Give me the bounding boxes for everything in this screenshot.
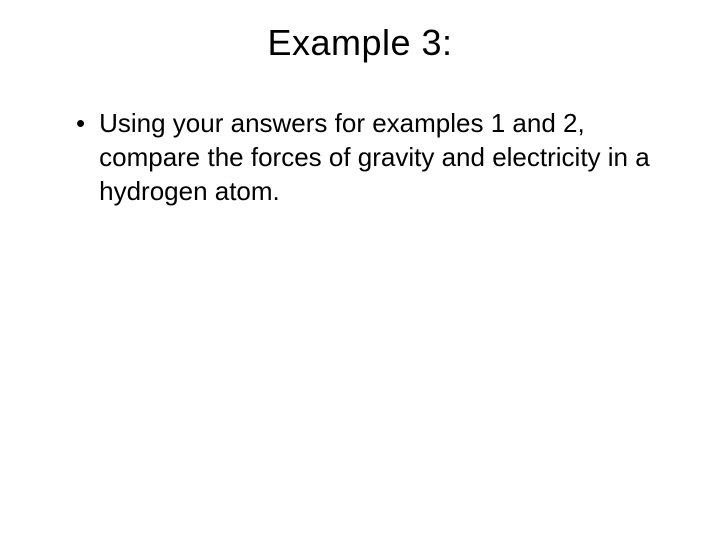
list-item: • Using your answers for examples 1 and … bbox=[76, 106, 650, 208]
bullet-marker: • bbox=[76, 106, 85, 140]
slide-title: Example 3: bbox=[30, 22, 690, 64]
slide-container: Example 3: • Using your answers for exam… bbox=[0, 0, 720, 540]
slide-body: • Using your answers for examples 1 and … bbox=[30, 106, 690, 208]
bullet-text: Using your answers for examples 1 and 2,… bbox=[99, 106, 650, 208]
